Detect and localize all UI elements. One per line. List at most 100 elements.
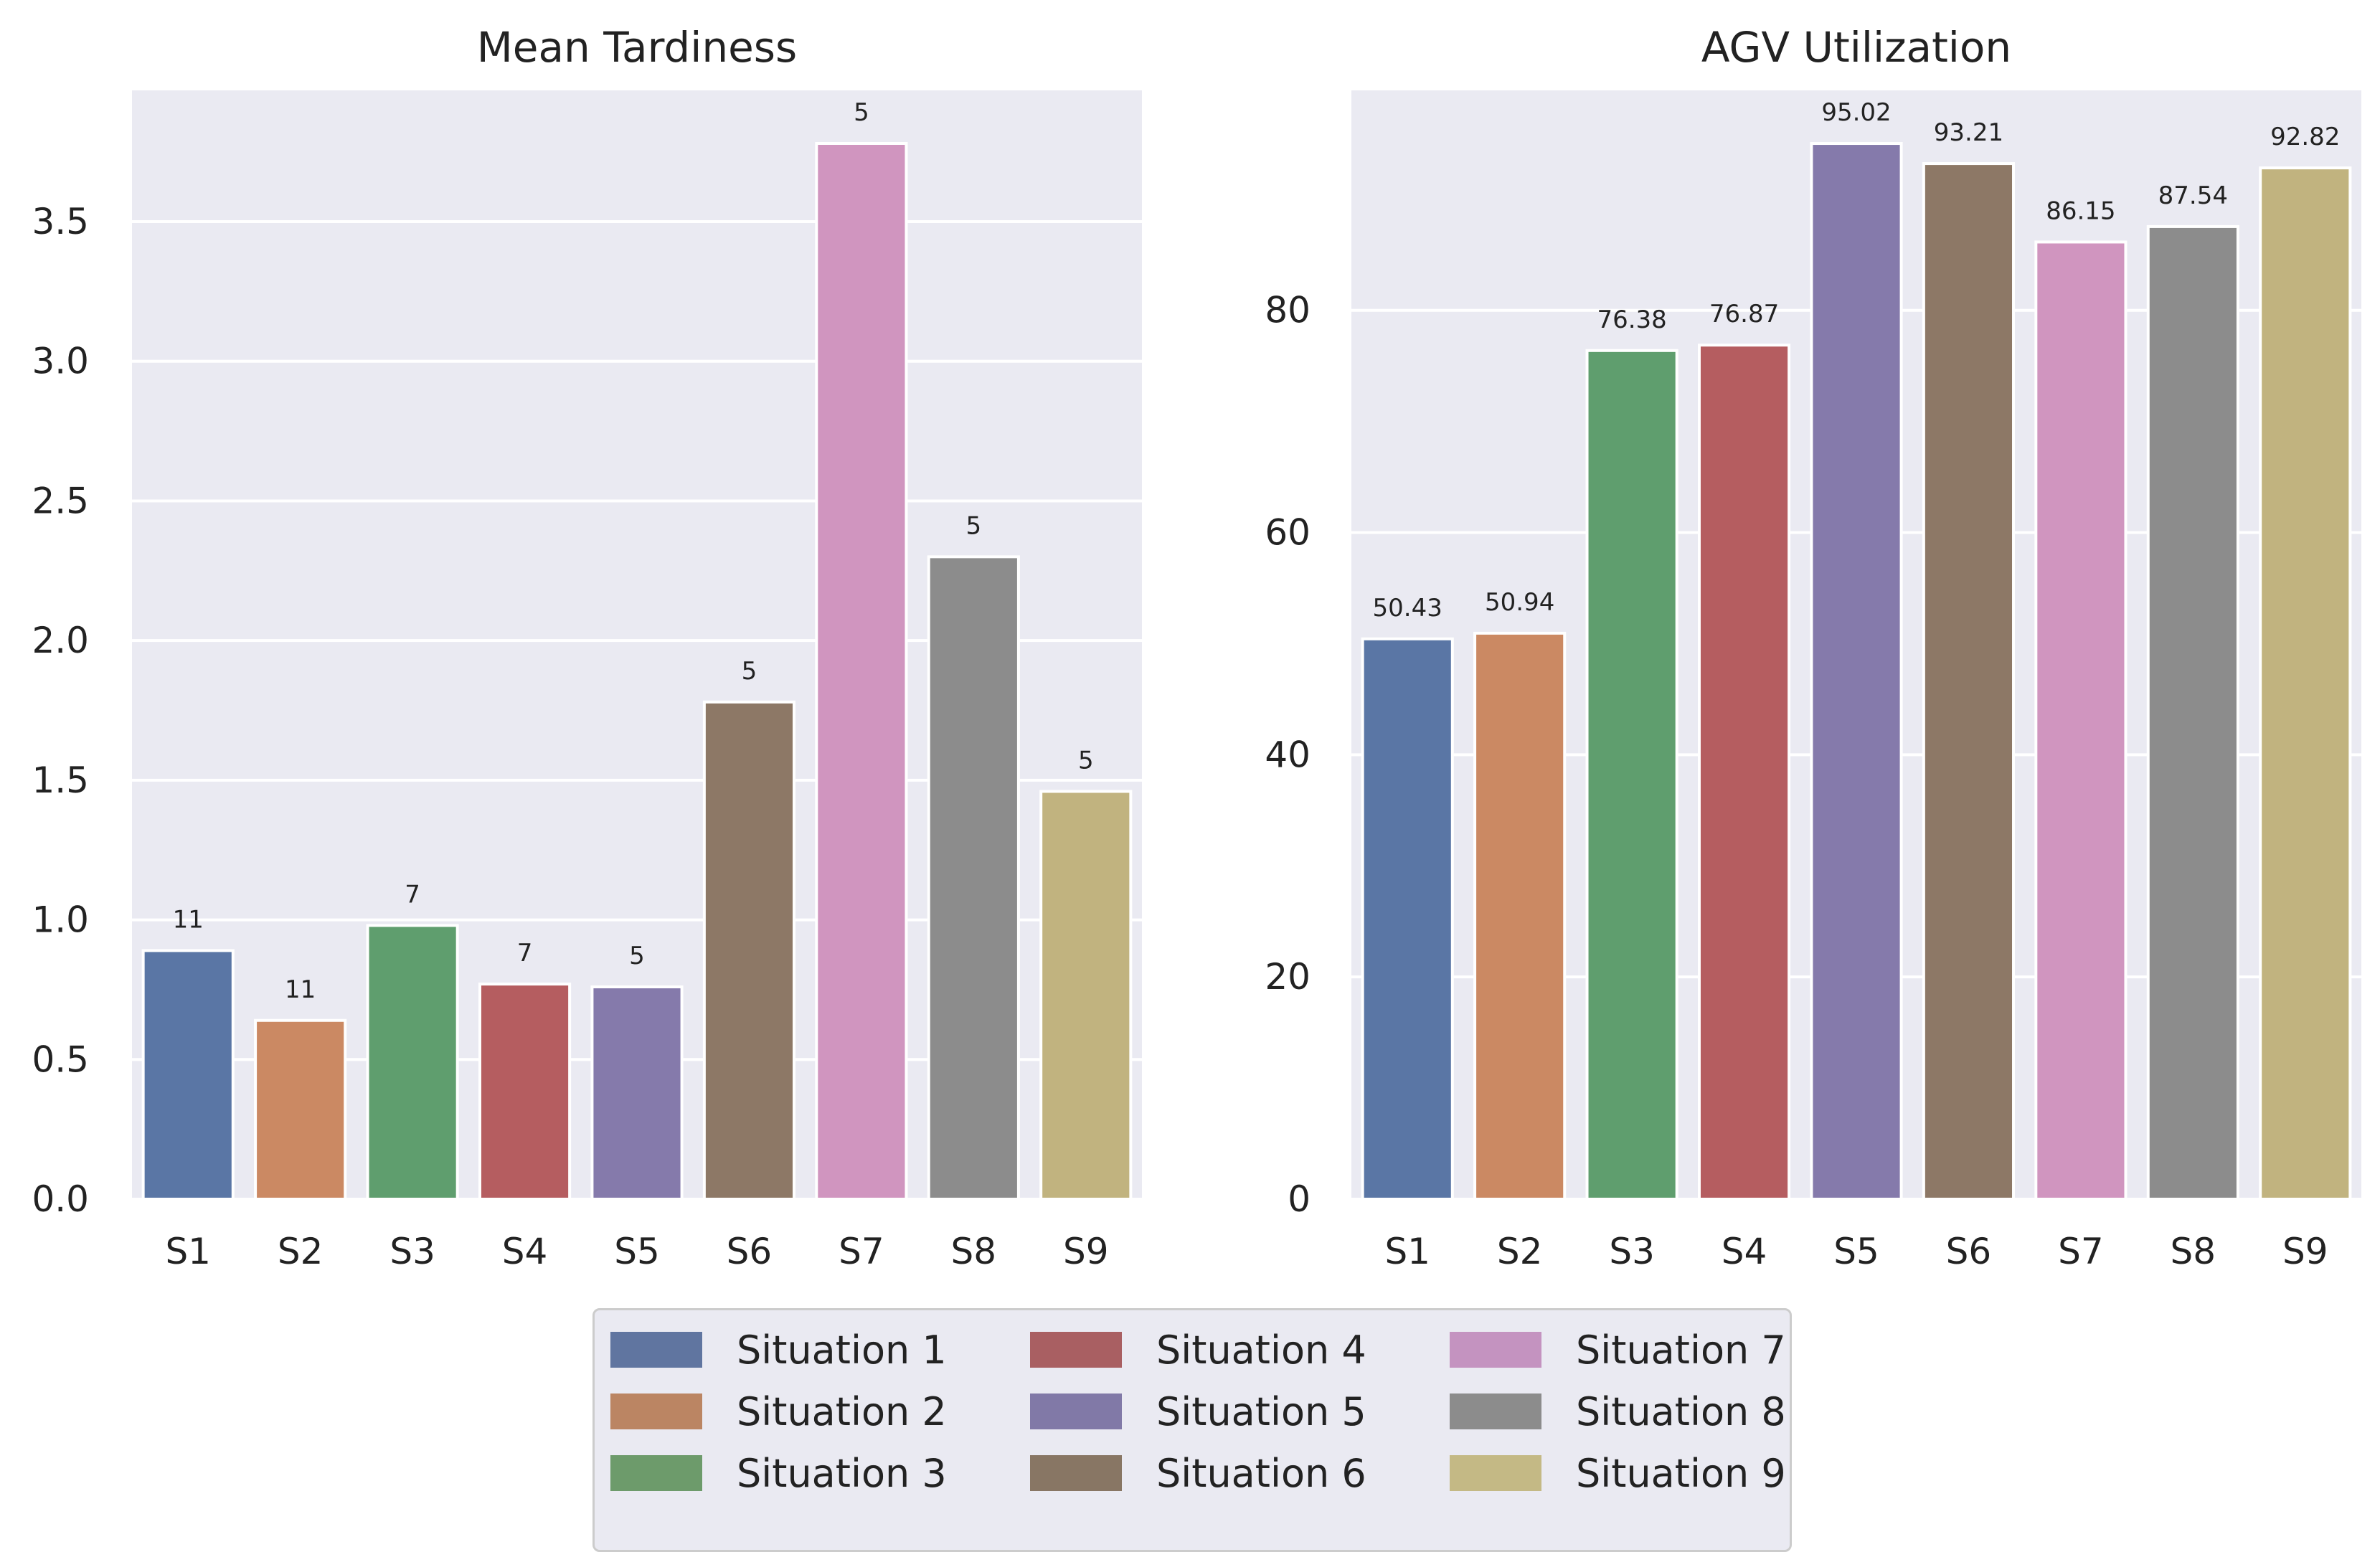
bar-value-label: 11	[285, 975, 316, 1004]
x-tick-label: S2	[278, 1231, 324, 1272]
y-tick-label: 2.0	[32, 620, 89, 661]
x-tick-label: S7	[2058, 1231, 2104, 1272]
bar-s8	[927, 555, 1020, 1201]
bar-s2	[254, 1018, 347, 1201]
legend-swatch	[1030, 1332, 1122, 1368]
bar-s3	[366, 924, 459, 1201]
legend-item: Situation 3	[610, 1448, 947, 1498]
bar-s6	[702, 700, 796, 1201]
legend-swatch	[1450, 1455, 1541, 1491]
x-tick-label: S4	[1722, 1231, 1767, 1272]
legend-item: Situation 2	[610, 1386, 947, 1437]
bar-value-label: 5	[1078, 746, 1094, 775]
x-tick-label: S5	[614, 1231, 660, 1272]
legend-item: Situation 7	[1450, 1325, 1786, 1375]
legend-label: Situation 2	[737, 1388, 947, 1434]
legend-item: Situation 9	[1450, 1448, 1786, 1498]
legend: Situation 1 Situation 2 Situation 3 Situati…	[592, 1308, 1792, 1552]
y-tick-label: 0.5	[32, 1038, 89, 1080]
bar-s9	[1039, 790, 1133, 1201]
bar-value-label: 5	[742, 657, 757, 686]
chart-title: AGV Utilization	[1701, 23, 2011, 72]
bar-value-label: 5	[966, 511, 982, 540]
bar-s3	[1585, 349, 1678, 1201]
x-tick-label: S3	[1609, 1231, 1655, 1272]
legend-item: Situation 8	[1450, 1386, 1786, 1437]
x-tick-label: S6	[1946, 1231, 1992, 1272]
bar-value-label: 7	[517, 939, 533, 967]
bar-s5	[590, 985, 684, 1201]
y-tick-label: 0.0	[32, 1178, 89, 1220]
bar-s6	[1922, 162, 2016, 1201]
x-tick-label: S1	[165, 1231, 211, 1272]
bar-s7	[815, 141, 908, 1201]
bar-s5	[1810, 142, 1903, 1201]
bar-s4	[1697, 344, 1791, 1201]
bar-value-label: 11	[173, 905, 204, 934]
legend-swatch	[610, 1455, 702, 1491]
legend-label: Situation 9	[1576, 1450, 1786, 1496]
legend-swatch	[1450, 1332, 1541, 1368]
legend-label: Situation 5	[1156, 1388, 1366, 1434]
legend-label: Situation 8	[1576, 1388, 1786, 1434]
bar-value-label: 95.02	[1821, 98, 1891, 127]
y-tick-label: 3.5	[32, 201, 89, 242]
bar-value-label: 87.54	[2158, 181, 2228, 210]
legend-swatch	[1030, 1455, 1122, 1491]
legend-swatch	[610, 1394, 702, 1429]
bar-value-label: 93.21	[1934, 118, 2003, 147]
x-tick-label: S9	[1063, 1231, 1109, 1272]
x-tick-label: S1	[1384, 1231, 1430, 1272]
y-tick-label: 3.0	[32, 341, 89, 382]
x-tick-label: S4	[502, 1231, 548, 1272]
y-tick-label: 1.0	[32, 899, 89, 941]
bar-value-label: 92.82	[2270, 123, 2340, 151]
legend-label: Situation 6	[1156, 1450, 1366, 1496]
legend-label: Situation 1	[737, 1327, 947, 1373]
y-tick-label: 0	[1288, 1178, 1311, 1220]
bar-s8	[2146, 224, 2239, 1201]
agv-utilization-chart: 0 20 40 60 80 50.43 S1 50.94 S2 76.38 S3 76.87 S4 95.…	[1265, 23, 2361, 1272]
bar-s1	[141, 949, 235, 1201]
y-tick-label: 60	[1265, 512, 1311, 554]
bar-value-label: 50.94	[1485, 588, 1554, 617]
y-tick-label: 40	[1265, 734, 1311, 775]
bar-s4	[478, 983, 572, 1201]
legend-label: Situation 4	[1156, 1327, 1366, 1373]
bar-value-label: 7	[405, 880, 420, 909]
x-tick-label: S8	[951, 1231, 997, 1272]
legend-item: Situation 6	[1030, 1448, 1366, 1498]
legend-label: Situation 3	[737, 1450, 947, 1496]
bar-value-label: 86.15	[2046, 197, 2115, 225]
mean-tardiness-chart: 0.0 0.5 1.0 1.5 2.0 2.5 3.0 3.5 11 S1 11 S2 7 S3 7 S4 5 S…	[32, 23, 1142, 1272]
y-tick-label: 80	[1265, 290, 1311, 331]
bar-s7	[2034, 240, 2128, 1201]
y-tick-label: 20	[1265, 956, 1311, 998]
x-tick-label: S8	[2171, 1231, 2216, 1272]
x-tick-label: S7	[839, 1231, 884, 1272]
bar-value-label: 76.87	[1709, 300, 1779, 328]
x-tick-label: S9	[2282, 1231, 2328, 1272]
x-tick-label: S2	[1497, 1231, 1543, 1272]
bar-s9	[2259, 166, 2352, 1201]
bar-value-label: 5	[854, 98, 869, 127]
legend-swatch	[1030, 1394, 1122, 1429]
bar-value-label: 76.38	[1597, 306, 1666, 334]
bar-value-label: 5	[629, 942, 645, 970]
legend-swatch	[1450, 1394, 1541, 1429]
x-tick-label: S5	[1833, 1231, 1879, 1272]
chart-title: Mean Tardiness	[477, 23, 797, 72]
x-tick-label: S6	[727, 1231, 773, 1272]
legend-label: Situation 7	[1576, 1327, 1786, 1373]
x-tick-label: S3	[389, 1231, 435, 1272]
bar-value-label: 50.43	[1373, 594, 1442, 623]
y-tick-label: 1.5	[32, 760, 89, 801]
legend-item: Situation 4	[1030, 1325, 1366, 1375]
legend-item: Situation 5	[1030, 1386, 1366, 1437]
legend-swatch	[610, 1332, 702, 1368]
y-tick-label: 2.5	[32, 480, 89, 521]
legend-item: Situation 1	[610, 1325, 947, 1375]
bar-s2	[1473, 631, 1567, 1201]
bar-s1	[1361, 637, 1454, 1201]
